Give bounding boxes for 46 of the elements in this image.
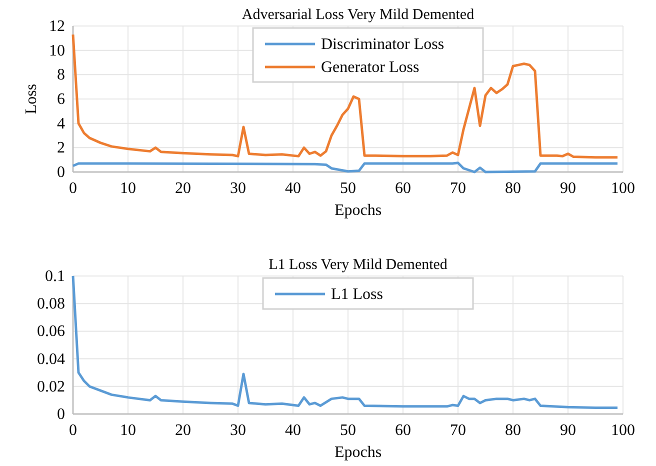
x-tick-label: 30: [230, 422, 246, 439]
x-tick-label: 0: [69, 422, 77, 439]
legend-label: L1 Loss: [331, 286, 383, 303]
x-tick-label: 70: [450, 180, 466, 197]
x-axis-title: Epochs: [334, 202, 382, 219]
x-tick-label: 40: [285, 422, 301, 439]
y-tick-label: 0.04: [37, 350, 65, 368]
legend-label: Generator Loss: [321, 59, 420, 76]
y-axis-title: Loss: [23, 84, 40, 114]
x-tick-label: 70: [450, 422, 466, 439]
x-tick-label: 60: [395, 180, 411, 197]
x-tick-label: 90: [560, 180, 576, 197]
x-tick-label: 80: [505, 180, 521, 197]
chart-title: Adversarial Loss Very Mild Demented: [242, 7, 475, 23]
x-tick-label: 50: [340, 180, 356, 197]
x-tick-label: 60: [395, 422, 411, 439]
line-series: [72, 162, 619, 174]
x-tick-label: 30: [230, 180, 246, 197]
y-tick-label: 12: [49, 18, 65, 35]
y-tick-label: 0: [57, 164, 65, 181]
x-tick-label: 90: [560, 422, 576, 439]
y-tick-label: 10: [49, 42, 65, 60]
x-tick-label: 10: [120, 422, 136, 439]
y-tick-label: 0.06: [37, 323, 65, 340]
x-tick-label: 100: [611, 422, 635, 439]
chart-title: L1 Loss Very Mild Demented: [268, 257, 448, 273]
x-tick-label: 40: [285, 180, 301, 197]
y-tick-label: 0.1: [45, 268, 65, 285]
y-tick-label: 4: [57, 115, 65, 132]
line-series: [72, 274, 619, 410]
line-series: [72, 33, 619, 159]
x-tick-label: 20: [175, 180, 191, 197]
y-tick-label: 0: [57, 406, 65, 423]
x-tick-label: 10: [120, 180, 136, 197]
y-tick-label: 0.08: [37, 296, 65, 313]
x-tick-label: 50: [340, 422, 356, 439]
x-tick-label: 20: [175, 422, 191, 439]
x-tick-label: 100: [611, 180, 635, 197]
x-tick-label: 80: [505, 422, 521, 439]
legend-label: Discriminator Loss: [321, 36, 444, 53]
y-tick-label: 0.02: [37, 378, 65, 396]
y-tick-label: 8: [57, 66, 65, 84]
x-axis-title: Epochs: [334, 444, 382, 461]
y-tick-label: 2: [57, 140, 65, 157]
y-tick-label: 6: [57, 91, 65, 108]
x-tick-label: 0: [69, 180, 77, 197]
